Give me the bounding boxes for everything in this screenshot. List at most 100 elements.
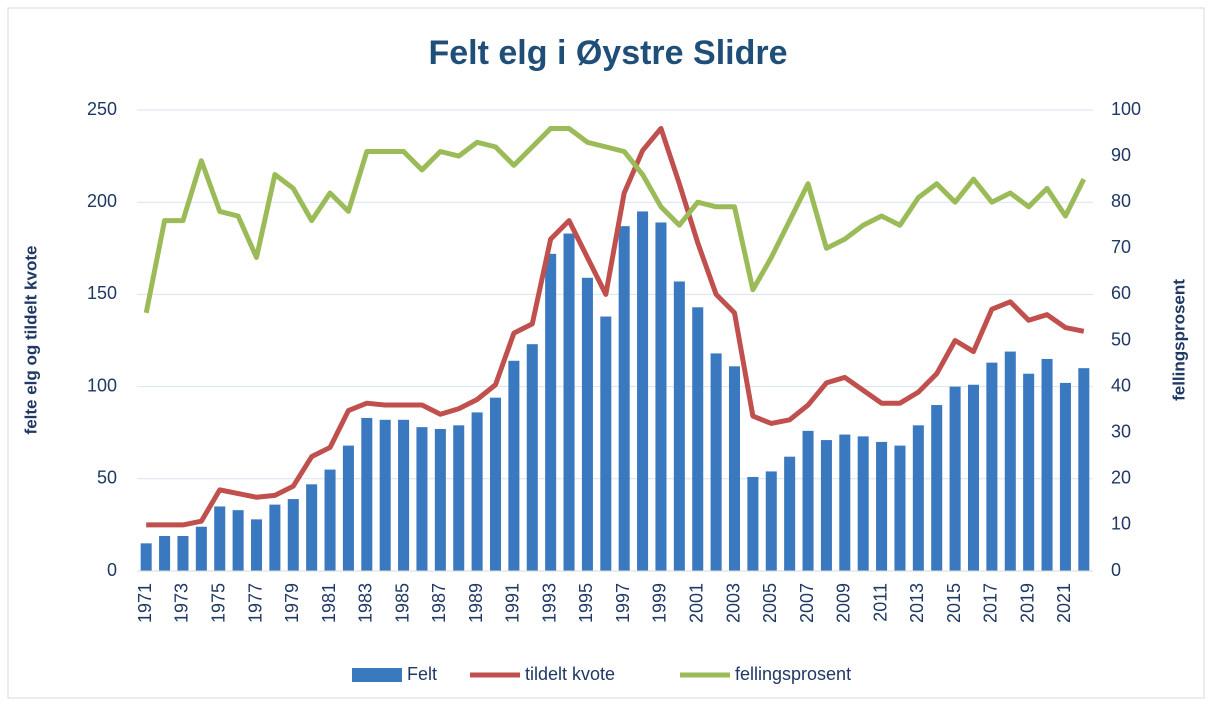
bar (1078, 368, 1090, 571)
bar (342, 445, 354, 571)
bar (453, 425, 465, 571)
x-tick-label: 2007 (797, 583, 817, 623)
x-tick-label: 1971 (135, 583, 155, 623)
x-tick-label: 1991 (503, 583, 523, 623)
y2-tick-label: 30 (1111, 421, 1131, 441)
bar (986, 362, 998, 571)
y-tick-label: 250 (87, 99, 117, 119)
bar (894, 445, 906, 571)
bar (434, 429, 446, 571)
bar (379, 419, 391, 571)
x-tick-label: 1997 (613, 583, 633, 623)
bar (655, 222, 667, 571)
bar (416, 427, 428, 571)
bar (637, 211, 649, 572)
bar (673, 281, 685, 571)
x-tick-label: 1975 (208, 583, 228, 623)
line (146, 125, 1085, 528)
bar (747, 476, 759, 571)
bar (857, 436, 869, 571)
y2-tick-label: 0 (1111, 560, 1121, 580)
x-tick-label: 2005 (760, 583, 780, 623)
bar (269, 504, 281, 571)
x-tick-label: 2017 (981, 583, 1001, 623)
y2-tick-label: 80 (1111, 191, 1131, 211)
bar (581, 277, 593, 571)
x-tick-label: 1977 (245, 583, 265, 623)
bar (931, 405, 943, 571)
bar (159, 535, 171, 571)
y2-tick-label: 20 (1111, 468, 1131, 488)
bar (361, 417, 373, 571)
x-tick-label: 2011 (870, 583, 890, 622)
y2-tick-label: 10 (1111, 514, 1131, 534)
bar (710, 353, 722, 571)
y2-tick-label: 40 (1111, 375, 1131, 395)
y2-tick-label: 100 (1111, 99, 1141, 119)
x-tick-label: 1995 (576, 583, 596, 623)
x-tick-label: 2019 (1017, 583, 1037, 623)
bar (820, 440, 832, 571)
x-tick-label: 2003 (723, 583, 743, 623)
x-tick-label: 2001 (686, 583, 706, 623)
y-tick-label: 50 (97, 468, 117, 488)
bar (802, 430, 814, 571)
bar (526, 344, 538, 571)
bar (765, 471, 777, 571)
legend-label: fellingsprosent (735, 664, 851, 684)
x-tick-label: 1981 (319, 583, 339, 623)
x-tick-label: 1979 (282, 583, 302, 623)
x-tick-label: 1973 (172, 583, 192, 623)
bar (728, 366, 741, 571)
x-tick-label: 2013 (907, 583, 927, 623)
bar (618, 226, 630, 571)
bar (1004, 351, 1016, 571)
bar (508, 360, 520, 571)
bar (784, 456, 796, 571)
bar (140, 543, 152, 571)
x-tick-label: 1983 (356, 583, 376, 623)
bar (1023, 373, 1035, 571)
bar (177, 535, 189, 571)
bar (692, 307, 704, 571)
chart-title: Felt elg i Øystre Slidre (428, 34, 787, 72)
y2-axis-title: fellingsprosent (1169, 279, 1188, 401)
bar (232, 510, 244, 571)
legend-swatch (352, 668, 402, 682)
bar (912, 425, 924, 571)
bar (324, 469, 336, 571)
chart-border (7, 7, 1205, 699)
bar (545, 253, 557, 571)
bar (489, 397, 502, 571)
bar (839, 434, 851, 571)
legend-label: tildelt kvote (525, 664, 615, 684)
y-axis-title: felte elg og tildelt kvote (21, 246, 40, 435)
y2-tick-label: 70 (1111, 237, 1131, 257)
bar (398, 419, 410, 571)
legend-label: Felt (407, 664, 437, 684)
y-tick-label: 200 (87, 191, 117, 211)
bar (967, 384, 980, 571)
bar (949, 386, 961, 571)
x-tick-label: 1999 (650, 583, 670, 623)
line (143, 125, 1087, 314)
x-tick-label: 1985 (392, 583, 412, 623)
y-tick-label: 150 (87, 283, 117, 303)
y2-tick-label: 90 (1111, 145, 1131, 165)
y2-tick-label: 60 (1111, 283, 1131, 303)
bar (195, 526, 207, 571)
bar (1041, 358, 1053, 571)
y-tick-label: 100 (87, 375, 117, 395)
x-tick-label: 1987 (429, 583, 449, 623)
bar (876, 441, 888, 571)
x-tick-label: 2009 (834, 583, 854, 623)
x-tick-label: 1989 (466, 583, 486, 623)
y2-tick-label: 50 (1111, 329, 1131, 349)
x-tick-label: 2015 (944, 583, 964, 623)
x-tick-label: 2021 (1054, 583, 1074, 623)
bar (1059, 382, 1071, 571)
bar (306, 484, 318, 571)
bar (563, 233, 575, 571)
